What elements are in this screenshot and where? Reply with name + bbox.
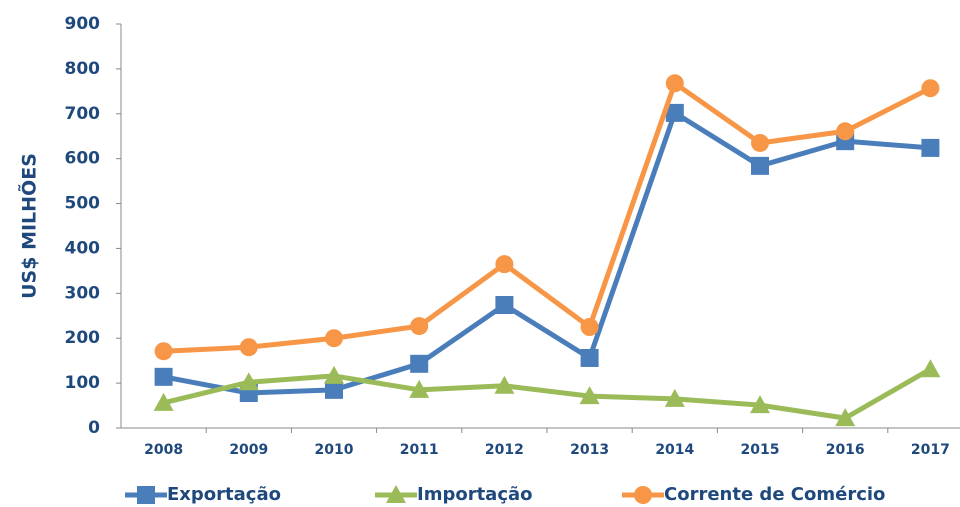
- marker: [153, 392, 174, 411]
- marker: [579, 386, 600, 405]
- x-tick-label: 2008: [144, 442, 183, 458]
- marker: [665, 74, 684, 93]
- y-tick-label: 400: [65, 238, 101, 258]
- y-tick-label: 100: [65, 373, 101, 393]
- y-tick-label: 500: [65, 194, 101, 214]
- marker: [750, 395, 770, 414]
- y-tick-label: 800: [65, 59, 101, 79]
- marker: [325, 380, 343, 399]
- marker: [835, 408, 856, 427]
- series-line: [163, 80, 932, 354]
- marker: [751, 133, 769, 152]
- x-tick-label: 2014: [655, 442, 694, 458]
- y-tick-label: 0: [88, 418, 100, 438]
- legend-label: Importação: [417, 484, 533, 505]
- marker: [238, 372, 259, 391]
- series-line: [163, 367, 932, 421]
- marker: [325, 329, 343, 348]
- y-tick-label: 900: [65, 14, 101, 34]
- y-axis-title: US$ MILHÕES: [17, 153, 41, 299]
- marker: [137, 486, 155, 504]
- marker: [324, 365, 344, 384]
- y-tick-label: 600: [65, 149, 101, 169]
- y-tick-label: 700: [65, 104, 101, 124]
- marker: [154, 342, 173, 361]
- x-tick-label: 2015: [741, 442, 780, 458]
- marker: [634, 486, 652, 504]
- marker: [495, 296, 514, 315]
- marker: [920, 359, 941, 378]
- marker: [495, 255, 514, 274]
- x-tick-label: 2011: [400, 442, 439, 458]
- series-line: [163, 110, 931, 396]
- marker: [409, 379, 430, 398]
- legend-label: Exportação: [167, 484, 281, 505]
- marker: [410, 317, 429, 336]
- x-tick-label: 2009: [229, 442, 268, 458]
- x-tick-label: 2010: [315, 442, 354, 458]
- y-tick-label: 300: [65, 283, 101, 303]
- marker: [664, 388, 685, 407]
- marker: [410, 354, 429, 373]
- marker: [836, 122, 855, 141]
- marker: [386, 485, 406, 503]
- x-tick-label: 2013: [570, 442, 609, 458]
- marker: [580, 318, 599, 336]
- marker: [751, 156, 769, 175]
- marker: [580, 348, 599, 367]
- legend-label: Corrente de Comércio: [664, 484, 885, 505]
- marker: [494, 375, 515, 394]
- x-tick-label: 2012: [485, 442, 524, 458]
- y-tick-label: 200: [65, 328, 101, 348]
- marker: [921, 138, 940, 157]
- marker: [239, 338, 258, 357]
- x-tick-label: 2017: [911, 442, 950, 458]
- marker: [154, 367, 173, 386]
- x-tick-label: 2016: [826, 442, 865, 458]
- marker: [665, 103, 684, 122]
- marker: [921, 79, 940, 98]
